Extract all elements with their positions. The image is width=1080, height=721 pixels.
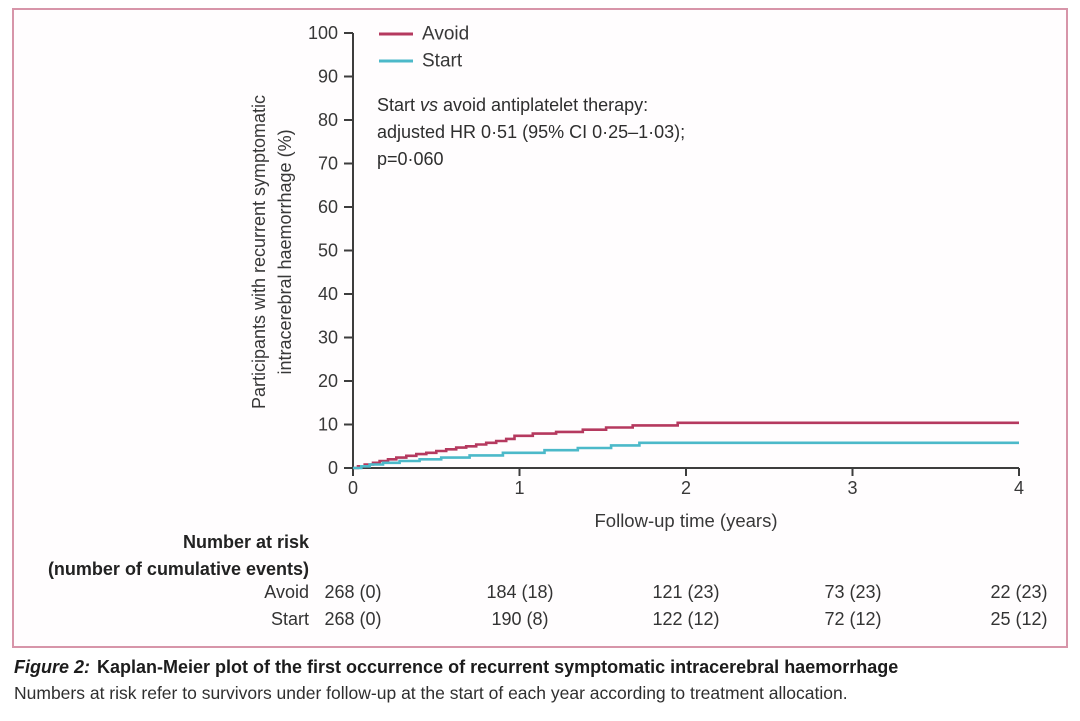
y-tick-label: 10 — [318, 415, 338, 435]
annotation-avoid-phrase: avoid antiplatelet therapy: — [438, 95, 649, 115]
annotation-line-1: Start vs avoid antiplatelet therapy: — [377, 92, 685, 119]
legend-label-start: Start — [422, 51, 463, 72]
figure-number-label: Figure 2: — [14, 657, 91, 677]
risk-cell: 184 (18) — [486, 582, 554, 602]
risk-row-label-start: Start — [270, 609, 309, 629]
risk-cell: 268 (0) — [324, 609, 382, 629]
annotation-line-3: p=0·060 — [377, 149, 444, 169]
risk-cell: 72 (12) — [824, 609, 882, 629]
risk-cell: 190 (8) — [491, 609, 549, 629]
risk-cell: 122 (12) — [652, 609, 720, 629]
y-tick-label: 50 — [318, 241, 338, 261]
risk-row-label-avoid: Avoid — [264, 582, 309, 602]
x-tick-label: 4 — [1014, 478, 1024, 498]
x-tick-label: 2 — [681, 478, 691, 498]
y-tick-label: 20 — [318, 371, 338, 391]
km-chart: 0 10 20 30 40 50 60 70 80 90 100 0 1 2 3 4 Follow-up tim… — [249, 23, 1024, 531]
km-curve-avoid — [353, 421, 1019, 470]
x-tick-label: 0 — [348, 478, 358, 498]
km-curve-start — [353, 441, 1019, 470]
hr-annotation: Start vs avoid antiplatelet therapy: adj… — [377, 92, 685, 173]
y-tick-label: 70 — [318, 154, 338, 174]
figure-caption: Figure 2: Kaplan-Meier plot of the first … — [14, 654, 1066, 706]
y-tick-label: 80 — [318, 110, 338, 130]
y-tick-label: 30 — [318, 328, 338, 348]
legend-label-avoid: Avoid — [422, 24, 469, 45]
y-tick-label: 60 — [318, 197, 338, 217]
x-tick-label: 1 — [514, 478, 524, 498]
risk-cell: 22 (23) — [990, 582, 1048, 602]
y-axis-title-line1: Participants with recurrent symptomatic — [249, 95, 269, 409]
risk-table-header: Number at risk (number of cumulative eve… — [14, 529, 309, 583]
y-tick-label: 90 — [318, 67, 338, 87]
y-axis-title-line2: intracerebral haemorrhage (%) — [275, 129, 295, 374]
x-axis-title: Follow-up time (years) — [595, 510, 778, 531]
risk-cell: 25 (12) — [990, 609, 1048, 629]
y-tick-label: 40 — [318, 284, 338, 304]
annotation-start-word: Start — [377, 95, 421, 115]
figure-frame: 0 10 20 30 40 50 60 70 80 90 100 0 1 2 3 4 Follow-up tim… — [12, 8, 1068, 648]
risk-header-line1: Number at risk — [182, 532, 309, 552]
risk-cell: 268 (0) — [324, 582, 382, 602]
risk-cell: 73 (23) — [824, 582, 882, 602]
risk-cell: 121 (23) — [652, 582, 720, 602]
y-tick-label: 100 — [308, 23, 338, 43]
caption-note-line: Numbers at risk refer to survivors under… — [14, 683, 848, 703]
risk-header-line2: (number of cumulative events) — [47, 559, 309, 579]
annotation-vs-word: vs — [420, 95, 439, 115]
x-tick-label: 3 — [847, 478, 857, 498]
y-tick-label: 0 — [328, 458, 338, 478]
caption-title-line: Figure 2: Kaplan-Meier plot of the first … — [14, 654, 1066, 680]
number-at-risk-table: Number at risk (number of cumulative eve… — [14, 10, 1066, 646]
annotation-line-2: adjusted HR 0·51 (95% CI 0·25–1·03); — [377, 122, 686, 142]
caption-title-text: Kaplan-Meier plot of the first occurrenc… — [97, 657, 899, 677]
